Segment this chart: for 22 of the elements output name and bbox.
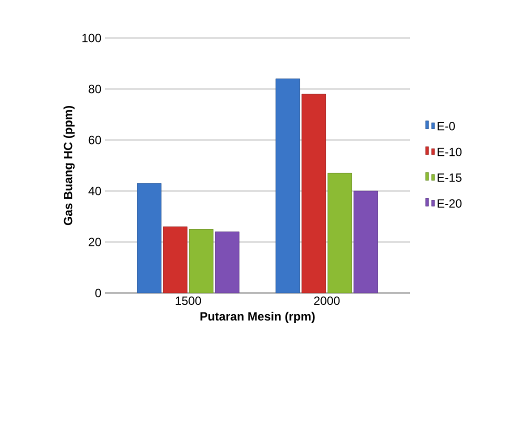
y-tick-label: 80 [88, 84, 102, 94]
legend-label: E-15 [438, 174, 462, 182]
bar [302, 94, 326, 294]
bar [354, 190, 378, 294]
y-tick-label: 100 [82, 34, 102, 42]
y-tick-label: 0 [95, 288, 102, 298]
bar [162, 226, 188, 294]
y-tick-label: 40 [88, 186, 102, 196]
legend-label: E-10 [438, 148, 462, 156]
bar [188, 229, 214, 294]
bar [214, 232, 240, 294]
x-tick-label: 2000 [314, 296, 340, 305]
y-tick-label: 20 [88, 238, 102, 246]
bar [328, 172, 352, 294]
x-tick-label: 1500 [176, 296, 202, 305]
y-axis-title: Gas Buang HC (ppm) [64, 106, 75, 226]
legend-label: E-20 [438, 199, 462, 208]
x-axis-title: Putaran Mesin (rpm) [200, 312, 315, 323]
y-tick-label: 60 [88, 136, 102, 144]
legend-label: E-0 [438, 122, 455, 130]
bar [136, 183, 162, 294]
bar [276, 78, 300, 294]
